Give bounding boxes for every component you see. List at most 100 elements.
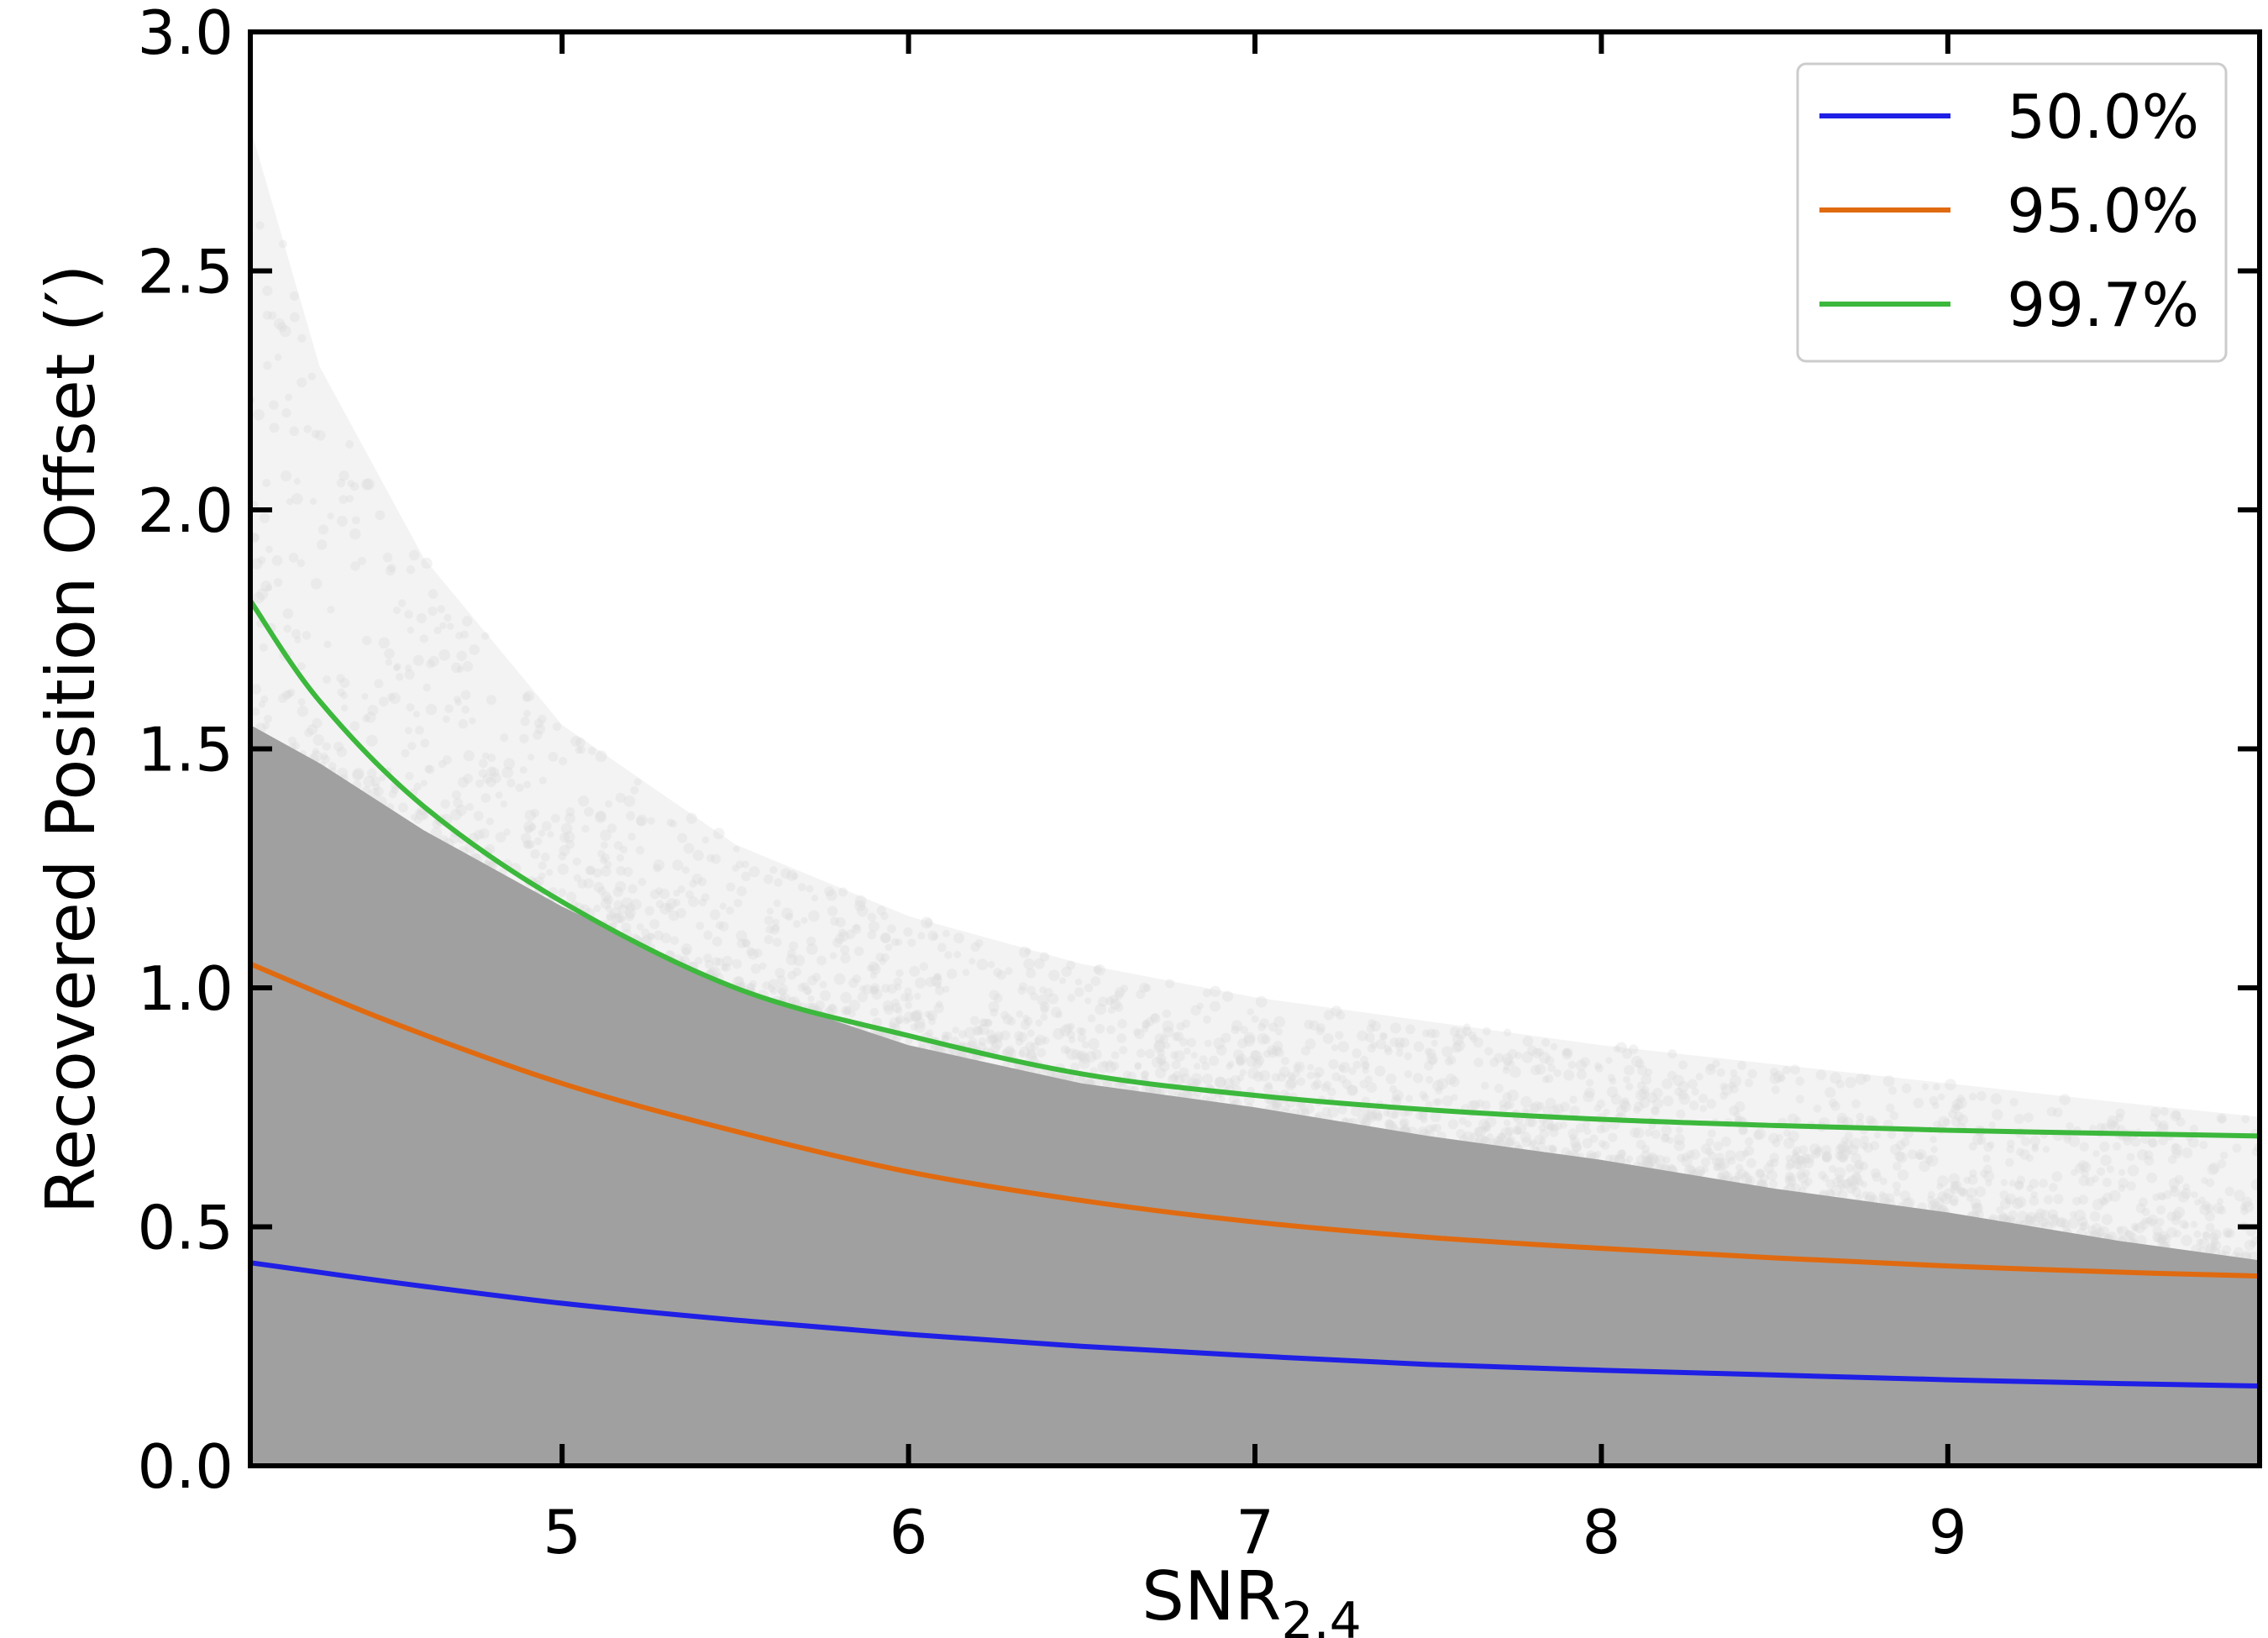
scatter-point <box>1768 1179 1778 1189</box>
scatter-point <box>1821 1174 1830 1183</box>
scatter-point <box>2127 1164 2139 1177</box>
scatter-point <box>1401 1123 1410 1133</box>
scatter-point <box>2204 1211 2215 1222</box>
scatter-point <box>1899 1190 1911 1201</box>
scatter-point <box>1258 1069 1271 1082</box>
scatter-point <box>444 613 452 622</box>
scatter-point <box>321 754 331 764</box>
scatter-point <box>2208 1162 2220 1174</box>
scatter-point <box>1660 1133 1670 1143</box>
scatter-point <box>1167 1074 1178 1085</box>
scatter-point <box>1374 1065 1386 1077</box>
scatter-point <box>1110 998 1121 1010</box>
scatter-point <box>1274 1047 1284 1058</box>
scatter-point <box>824 886 835 897</box>
scatter-point <box>1605 1057 1613 1064</box>
scatter-point <box>1538 1124 1546 1132</box>
scatter-point <box>307 724 318 735</box>
scatter-point <box>1214 1076 1226 1089</box>
scatter-point <box>843 1005 853 1015</box>
scatter-point <box>425 764 435 774</box>
scatter-point <box>1078 1057 1090 1069</box>
scatter-point <box>1422 1029 1431 1037</box>
scatter-point <box>2244 1239 2255 1251</box>
scatter-point <box>1859 1161 1869 1171</box>
scatter-point <box>1874 1131 1882 1139</box>
scatter-point <box>1792 1158 1803 1170</box>
scatter-point <box>891 1002 902 1013</box>
scatter-point <box>1720 1084 1733 1096</box>
scatter-point <box>1306 1071 1315 1080</box>
scatter-point <box>1985 1179 1992 1187</box>
scatter-point <box>524 825 533 834</box>
scatter-point <box>2205 1204 2214 1214</box>
scatter-point <box>773 899 781 907</box>
scatter-point <box>2039 1217 2049 1227</box>
scatter-point <box>1391 1110 1399 1120</box>
scatter-point <box>1633 1127 1645 1139</box>
scatter-point <box>1352 1060 1362 1069</box>
scatter-point <box>482 774 492 784</box>
scatter-point <box>2081 1169 2089 1179</box>
scatter-point <box>260 580 272 592</box>
scatter-point <box>605 905 612 912</box>
scatter-point <box>1094 964 1105 976</box>
scatter-point <box>1255 995 1268 1008</box>
scatter-point <box>1955 1097 1967 1109</box>
scatter-point <box>2126 1181 2136 1191</box>
scatter-point <box>1184 1047 1191 1055</box>
scatter-point <box>2072 1196 2082 1206</box>
scatter-point <box>2160 1107 2169 1116</box>
scatter-point <box>1744 1079 1754 1088</box>
scatter-point <box>1917 1152 1924 1160</box>
scatter-point <box>683 843 695 854</box>
scatter-point <box>357 556 366 565</box>
scatter-point <box>917 932 926 940</box>
scatter-point <box>1673 1133 1685 1146</box>
scatter-point <box>1623 1075 1630 1084</box>
scatter-point <box>1016 1010 1024 1018</box>
scatter-point <box>1497 1132 1506 1142</box>
scatter-point <box>1405 1024 1415 1035</box>
scatter-point <box>1712 1059 1720 1068</box>
scatter-point <box>1954 1111 1964 1121</box>
scatter-point <box>1725 1149 1736 1162</box>
scatter-point <box>1914 1152 1924 1160</box>
scatter-point <box>2173 1206 2186 1219</box>
scatter-point <box>1337 1105 1347 1115</box>
scatter-point <box>735 860 744 869</box>
scatter-point <box>990 1042 1000 1053</box>
scatter-point <box>1383 1119 1394 1130</box>
scatter-point <box>1694 1165 1706 1177</box>
scatter-point <box>1503 1119 1511 1127</box>
scatter-point <box>1364 1032 1375 1042</box>
scatter-point <box>1535 1063 1546 1075</box>
scatter-point <box>2043 1194 2054 1205</box>
scatter-point <box>251 558 263 570</box>
scatter-point <box>1644 1156 1656 1168</box>
scatter-point <box>2202 1231 2209 1238</box>
scatter-point <box>282 608 294 619</box>
scatter-point <box>606 823 617 833</box>
scatter-point <box>1809 1143 1821 1155</box>
scatter-point <box>1547 1063 1556 1073</box>
scatter-point <box>1018 946 1031 958</box>
scatter-point <box>1115 987 1126 998</box>
scatter-point <box>2202 1231 2211 1241</box>
scatter-point <box>1714 1163 1722 1171</box>
scatter-point <box>1181 1089 1192 1100</box>
scatter-point <box>1530 1139 1537 1147</box>
scatter-point <box>615 792 626 803</box>
scatter-point <box>1389 1037 1399 1047</box>
scatter-point <box>1173 1071 1181 1079</box>
scatter-point <box>1938 1205 1947 1214</box>
scatter-point <box>1273 1016 1285 1028</box>
scatter-point <box>1788 1173 1797 1182</box>
scatter-point <box>698 898 707 907</box>
scatter-point <box>2147 1214 2159 1226</box>
scatter-point <box>1767 1132 1779 1144</box>
scatter-point <box>1907 1149 1918 1160</box>
plot-area <box>250 127 2260 1466</box>
scatter-point <box>2062 1225 2071 1233</box>
scatter-point <box>1959 1188 1969 1197</box>
